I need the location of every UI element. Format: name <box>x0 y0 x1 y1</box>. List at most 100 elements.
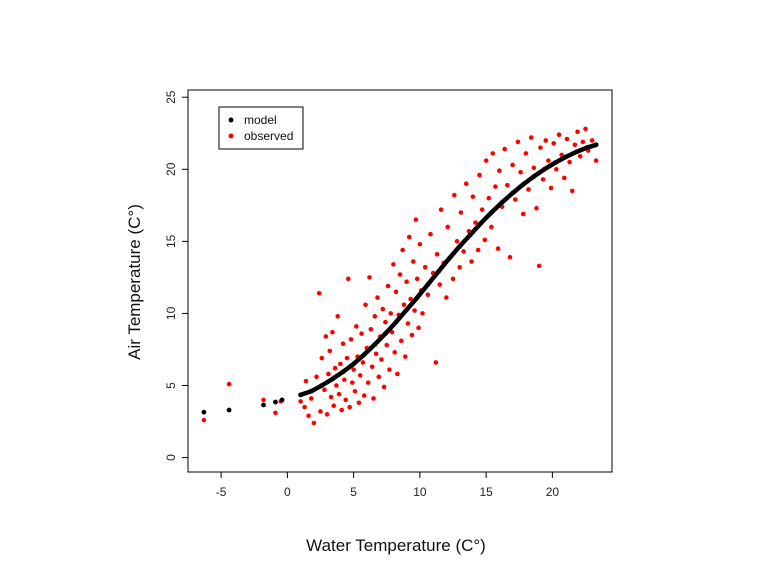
x-axis-title: Water Temperature (C°) <box>306 536 486 555</box>
observed-point <box>438 207 444 212</box>
observed-point <box>342 377 347 383</box>
model-point <box>383 331 388 337</box>
x-axis: -5 0 5 10 15 20 <box>216 472 560 499</box>
observed-point <box>409 332 415 338</box>
model-point <box>573 149 579 155</box>
observed-point <box>353 324 359 329</box>
observed-point <box>406 234 412 240</box>
observed-point <box>365 380 371 385</box>
observed-point <box>486 195 492 201</box>
x-tick-label: 15 <box>479 485 493 499</box>
observed-point <box>515 139 521 145</box>
observed-point <box>437 282 443 287</box>
observed-point <box>401 302 407 308</box>
model-point <box>489 210 494 215</box>
observed-point <box>389 329 395 335</box>
observed-point <box>400 247 405 253</box>
observed-point <box>548 185 554 191</box>
observed-point <box>554 166 559 172</box>
observed-point <box>526 187 531 192</box>
model-point <box>393 319 399 325</box>
observed-point <box>372 314 378 319</box>
observed-point <box>384 342 390 348</box>
observed-point <box>412 308 417 313</box>
y-axis: 0 5 10 15 20 25 <box>164 90 188 461</box>
observed-point <box>351 367 356 372</box>
observed-point <box>538 145 543 150</box>
observed-point <box>540 177 546 182</box>
observed-point <box>381 384 387 390</box>
observed-point <box>391 262 396 267</box>
observed-point <box>477 172 482 178</box>
observed-point <box>546 158 551 163</box>
observed-point <box>567 159 572 165</box>
observed-point <box>363 302 368 308</box>
observed-point <box>346 276 351 282</box>
observed-point <box>303 378 309 384</box>
x-tick-label: 20 <box>546 485 560 499</box>
observed-point <box>489 224 494 230</box>
model-point <box>520 182 526 187</box>
observed-point <box>357 373 363 378</box>
model-point <box>361 352 367 357</box>
observed-point <box>458 210 464 215</box>
model-point <box>298 392 304 398</box>
observed-point <box>536 263 542 269</box>
model-point <box>499 200 505 205</box>
observed-point <box>339 407 345 413</box>
observed-point <box>457 265 462 270</box>
model-point <box>510 190 516 196</box>
observed-point <box>261 397 266 403</box>
y-tick-label: 25 <box>164 90 178 104</box>
x-tick-label: -5 <box>216 485 227 499</box>
model-point <box>542 166 547 172</box>
observed-point <box>335 314 341 319</box>
y-tick-label: 20 <box>164 162 178 176</box>
observed-point <box>461 249 466 254</box>
observed-point <box>518 169 523 175</box>
model-point <box>273 399 278 405</box>
observed-point <box>369 364 375 370</box>
observed-point <box>422 265 428 270</box>
observed-point <box>388 311 394 316</box>
observed-point <box>416 325 421 331</box>
observed-point <box>580 139 586 145</box>
observed-point <box>318 409 323 414</box>
model-point <box>340 369 346 375</box>
observed-point <box>454 239 460 244</box>
observed-point <box>425 292 431 297</box>
observed-point <box>324 412 330 417</box>
model-point <box>330 376 335 382</box>
observed-point <box>201 417 207 423</box>
observed-point <box>497 168 502 174</box>
model-point <box>319 383 325 388</box>
observed-point <box>385 283 391 289</box>
x-tick-label: 5 <box>350 485 357 499</box>
observed-point <box>593 158 599 163</box>
legend-marker-observed <box>228 133 234 139</box>
model-point <box>351 361 357 367</box>
observed-point <box>399 338 404 344</box>
observed-point <box>589 138 595 143</box>
model-point <box>552 160 558 166</box>
observed-point <box>404 279 409 285</box>
observed-point <box>392 350 398 355</box>
observed-point <box>475 247 481 253</box>
observed-point <box>344 355 350 361</box>
model-point <box>372 342 378 347</box>
observed-point <box>336 391 342 397</box>
observed-point <box>572 142 578 148</box>
observed-point <box>273 410 278 416</box>
observed-point <box>376 374 382 380</box>
observed-point <box>306 413 311 419</box>
observed-point <box>327 348 333 354</box>
observed-point <box>319 355 325 361</box>
observed-point <box>350 380 355 385</box>
observed-point <box>347 404 352 410</box>
legend: model observed <box>218 106 304 150</box>
observed-point <box>507 254 513 260</box>
y-tick-label: 5 <box>164 382 178 389</box>
observed-point <box>531 165 537 171</box>
observed-point <box>311 420 317 426</box>
